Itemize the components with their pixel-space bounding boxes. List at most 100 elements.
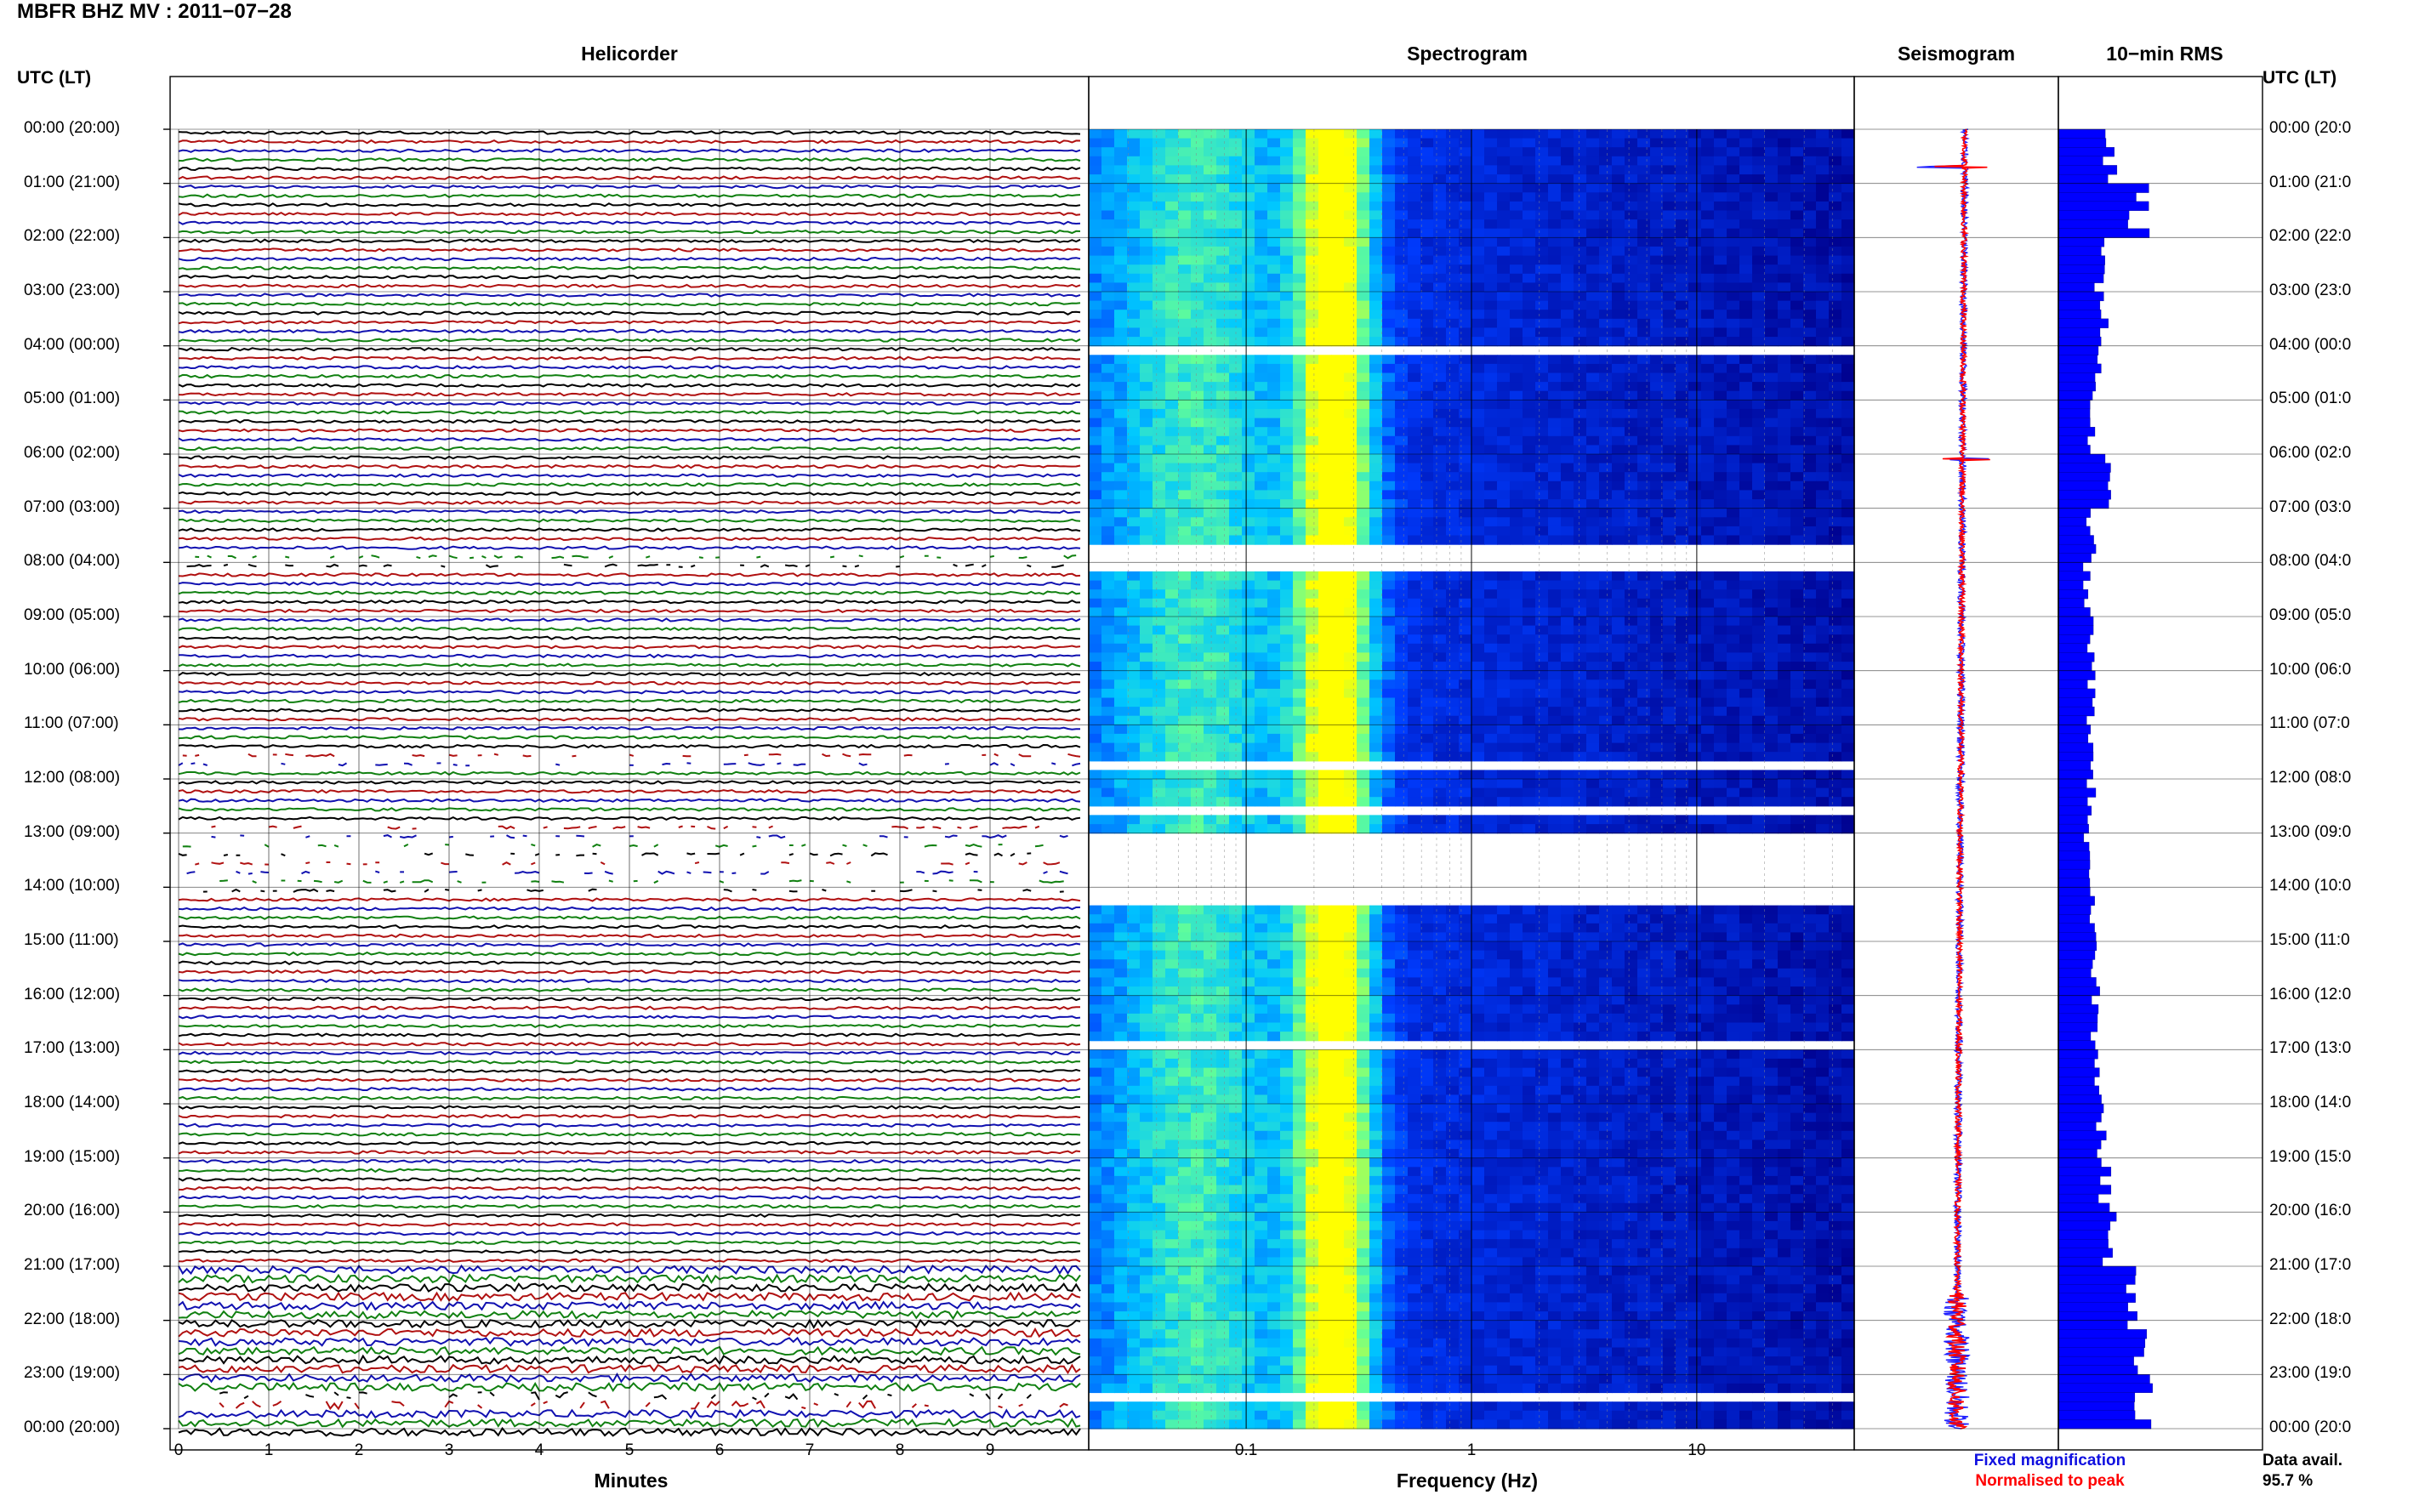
spectrogram-cell [1523, 310, 1536, 320]
spectrogram-cell [1433, 526, 1447, 537]
spectrogram-cell [1625, 355, 1638, 365]
spectrogram-cell [1357, 580, 1370, 590]
spectrogram-cell [1599, 282, 1613, 293]
spectrogram-cell [1484, 237, 1498, 247]
spectrogram-cell [1395, 697, 1409, 708]
spectrogram-cell [1165, 779, 1179, 789]
spectrogram-cell [1739, 715, 1753, 725]
spectrogram-cell [1586, 977, 1600, 987]
spectrogram-cell [1484, 824, 1498, 834]
spectrogram-cell [1140, 905, 1153, 915]
spectrogram-cell [1548, 625, 1562, 635]
spectrogram-cell [1701, 797, 1715, 807]
spectrogram-cell [1803, 815, 1817, 825]
spectrogram-cell [1408, 742, 1421, 753]
spectrogram-cell [1727, 264, 1740, 275]
spectrogram-cell [1739, 779, 1753, 789]
spectrogram-cell [1306, 282, 1319, 293]
spectrogram-cell [1625, 779, 1638, 789]
spectrogram-cell [1267, 707, 1281, 717]
spectrogram-cell [1369, 995, 1383, 1005]
spectrogram-cell [1599, 959, 1613, 969]
spectrogram-cell [1816, 418, 1830, 428]
spectrogram-cell [1625, 237, 1638, 247]
spectrogram-cell [1344, 273, 1357, 283]
spectrogram-cell [1676, 995, 1689, 1005]
spectrogram-cell [1586, 787, 1600, 798]
spectrogram-cell [1178, 264, 1192, 275]
spectrogram-cell [1471, 625, 1485, 635]
spectrogram-cell [1408, 905, 1421, 915]
spectrogram-cell [1650, 156, 1664, 166]
spectrogram-cell [1841, 923, 1855, 933]
spectrogram-cell [1408, 282, 1421, 293]
spectrogram-cell [1229, 824, 1243, 834]
spectrogram-cell [1242, 670, 1255, 680]
spectrogram-cell [1459, 454, 1472, 464]
spectrogram-cell [1471, 246, 1485, 257]
spectrogram-cell [1318, 292, 1332, 302]
spectrogram-cell [1331, 408, 1345, 419]
spectrogram-cell [1293, 129, 1306, 139]
spectrogram-cell [1114, 824, 1128, 834]
spectrogram-cell [1663, 617, 1676, 627]
spectrogram-cell [1369, 210, 1383, 220]
spectrogram-cell [1625, 427, 1638, 437]
spectrogram-cell [1101, 480, 1115, 491]
spectrogram-cell [1765, 201, 1779, 212]
spectrogram-cell [1727, 382, 1740, 392]
spectrogram-cell [1739, 435, 1753, 446]
spectrogram-cell [1497, 779, 1511, 789]
spectrogram-cell [1523, 454, 1536, 464]
spectrogram-cell [1127, 607, 1141, 617]
spectrogram-cell [1803, 634, 1817, 645]
spectrogram-cell [1535, 282, 1549, 293]
spectrogram-cell [1650, 292, 1664, 302]
spectrogram-cell [1293, 255, 1306, 265]
spectrogram-cell [1523, 463, 1536, 473]
spectrogram-cell [1637, 787, 1651, 798]
spectrogram-cell [1803, 995, 1817, 1005]
spectrogram-cell [1433, 607, 1447, 617]
spectrogram-cell [1255, 408, 1268, 419]
spectrogram-cell [1267, 598, 1281, 608]
spectrogram-cell [1114, 508, 1128, 518]
spectrogram-cell [1433, 697, 1447, 708]
spectrogram-cell [1523, 950, 1536, 960]
spectrogram-cell [1625, 408, 1638, 419]
spectrogram-cell [1127, 725, 1141, 735]
spectrogram-cell [1357, 824, 1370, 834]
spectrogram-cell [1306, 914, 1319, 924]
spectrogram-cell [1140, 733, 1153, 744]
spectrogram-cell [1395, 589, 1409, 600]
spectrogram-cell [1778, 165, 1791, 175]
spectrogram-cell [1663, 138, 1676, 148]
spectrogram-cell [1765, 643, 1779, 653]
spectrogram-cell [1548, 787, 1562, 798]
spectrogram-cell [1204, 625, 1217, 635]
spectrogram-cell [1561, 382, 1574, 392]
spectrogram-cell [1497, 499, 1511, 509]
spectrogram-cell [1574, 463, 1587, 473]
spectrogram-cell [1829, 418, 1842, 428]
spectrogram-cell [1790, 390, 1804, 401]
spectrogram-cell [1714, 535, 1727, 545]
spectrogram-cell [1255, 310, 1268, 320]
spectrogram-cell [1344, 607, 1357, 617]
spectrogram-cell [1459, 535, 1472, 545]
spectrogram-cell [1650, 472, 1664, 482]
spectrogram-cell [1165, 418, 1179, 428]
spectrogram-cell [1331, 210, 1345, 220]
spectrogram-cell [1829, 210, 1842, 220]
spectrogram-cell [1727, 662, 1740, 672]
spectrogram-cell [1841, 634, 1855, 645]
spectrogram-cell [1510, 977, 1523, 987]
spectrogram-cell [1114, 318, 1128, 328]
spectrogram-cell [1204, 201, 1217, 212]
spectrogram-cell [1395, 959, 1409, 969]
spectrogram-cell [1178, 752, 1192, 762]
spectrogram-cell [1153, 1004, 1166, 1015]
spectrogram-cell [1114, 770, 1128, 780]
spectrogram-cell [1369, 318, 1383, 328]
spectrogram-cell [1127, 923, 1141, 933]
